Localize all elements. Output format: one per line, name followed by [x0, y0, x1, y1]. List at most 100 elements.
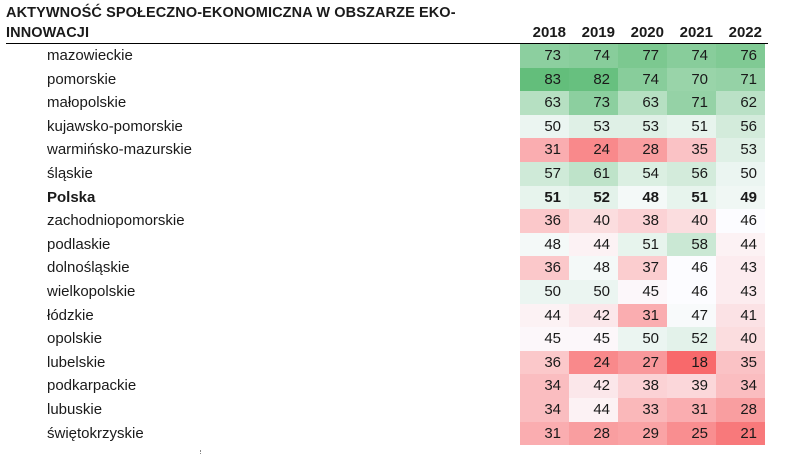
heatmap-cell: 58	[667, 232, 716, 257]
heatmap-cell: 49	[716, 185, 765, 210]
table-row: zachodniopomorskie 36 40 38 40 46	[0, 209, 788, 233]
heatmap-cell: 51	[667, 185, 716, 210]
heatmap-cell: 43	[716, 256, 765, 280]
row-label: łódzkie	[47, 306, 94, 324]
heatmap-cell: 43	[716, 280, 765, 304]
heatmap-cell: 47	[667, 303, 716, 328]
heatmap-cell: 40	[569, 209, 618, 233]
heatmap-cell: 40	[716, 327, 765, 351]
heatmap-cell: 31	[667, 398, 716, 422]
heatmap-cell: 41	[716, 303, 765, 328]
row-label: opolskie	[47, 330, 103, 348]
table-title-line-1: AKTYWNOŚĆ SPOŁECZNO-EKONOMICZNA W OBSZAR…	[6, 5, 456, 21]
heatmap-cell: 77	[618, 44, 667, 68]
row-label: kujawsko-pomorskie	[47, 117, 183, 135]
table-title: AKTYWNOŚĆ SPOŁECZNO-EKONOMICZNA W OBSZAR…	[6, 3, 506, 43]
heatmap-cell: 57	[520, 162, 569, 186]
table-row: lubuskie 34 44 33 31 28	[0, 398, 788, 422]
row-label: wielkopolskie	[47, 283, 136, 300]
heatmap-cell: 46	[667, 280, 716, 304]
heatmap-cell: 56	[716, 114, 765, 139]
row-label: podkarpackie	[47, 377, 137, 395]
heatmap-cell: 31	[520, 421, 569, 446]
table-row: podkarpackie 34 42 38 39 34	[0, 374, 788, 398]
heatmap-cell: 31	[618, 303, 667, 328]
table-row: opolskie 45 45 50 52 40	[0, 327, 788, 351]
heatmap-cell: 46	[667, 256, 716, 280]
heatmap-cell: 48	[569, 256, 618, 280]
row-label: lubelskie	[47, 353, 106, 371]
table-row: świętokrzyskie 31 28 29 25 21	[0, 421, 788, 446]
heatmap-cell: 50	[618, 327, 667, 351]
heatmap-cell: 27	[618, 350, 667, 375]
heatmap-cell: 71	[667, 91, 716, 115]
heatmap-cell: 74	[667, 44, 716, 68]
heatmap-cell: 53	[716, 138, 765, 162]
heatmap-cell: 45	[520, 327, 569, 351]
row-label: pomorskie	[47, 70, 117, 88]
heatmap-cell: 82	[569, 67, 618, 92]
heatmap-cell: 48	[618, 185, 667, 210]
heatmap-cell: 36	[520, 350, 569, 375]
heatmap-cell: 38	[618, 209, 667, 233]
table-row: podlaskie 48 44 51 58 44	[0, 232, 788, 257]
heatmap-cell: 74	[569, 44, 618, 68]
row-label: śląskie	[47, 165, 93, 182]
heatmap-cell: 18	[667, 350, 716, 375]
heatmap-cell: 76	[716, 44, 765, 68]
heatmap-cell: 70	[667, 67, 716, 92]
heatmap-cell: 45	[569, 327, 618, 351]
decorative-tick	[200, 450, 206, 454]
heatmap-cell: 24	[569, 350, 618, 375]
heatmap-cell: 50	[520, 114, 569, 139]
heatmap-cell: 28	[618, 138, 667, 162]
heatmap-cell: 21	[716, 421, 765, 446]
heatmap-cell: 74	[618, 67, 667, 92]
table-row: małopolskie 63 73 63 71 62	[0, 91, 788, 115]
heatmap-cell: 44	[569, 398, 618, 422]
heatmap-cell: 35	[716, 350, 765, 375]
heatmap-cell: 28	[716, 398, 765, 422]
table-row: lubelskie 36 24 27 18 35	[0, 350, 788, 375]
heatmap-cell: 63	[520, 91, 569, 115]
heatmap-cell: 50	[716, 162, 765, 186]
heatmap-cell: 45	[618, 280, 667, 304]
heatmap-cell: 52	[667, 327, 716, 351]
column-header-2021: 2021	[679, 24, 713, 41]
column-header-2018: 2018	[532, 24, 566, 41]
heatmap-cell: 34	[716, 374, 765, 398]
table-row: mazowieckie 73 74 77 74 76	[0, 44, 788, 68]
heatmap-cell: 63	[618, 91, 667, 115]
heatmap-cell: 39	[667, 374, 716, 398]
heatmap-cell: 71	[716, 67, 765, 92]
heatmap-cell: 44	[569, 232, 618, 257]
column-header-2020: 2020	[630, 24, 664, 41]
heatmap-cell: 51	[667, 114, 716, 139]
heatmap-cell: 62	[716, 91, 765, 115]
heatmap-cell: 36	[520, 256, 569, 280]
heatmap-cell: 50	[520, 280, 569, 304]
heatmap-cell: 44	[520, 303, 569, 328]
heatmap-cell: 53	[618, 114, 667, 139]
heatmap-cell: 48	[520, 232, 569, 257]
table-row: śląskie 57 61 54 56 50	[0, 162, 788, 186]
table-row: Polska 51 52 48 51 49	[0, 185, 788, 210]
header-divider	[6, 43, 768, 44]
heatmap-cell: 31	[520, 138, 569, 162]
heatmap-cell: 25	[667, 421, 716, 446]
heatmap-cell: 38	[618, 374, 667, 398]
heatmap-cell: 61	[569, 162, 618, 186]
heatmap-cell: 73	[569, 91, 618, 115]
row-label: lubuskie	[47, 401, 103, 418]
row-label: mazowieckie	[47, 47, 133, 64]
heatmap-cell: 37	[618, 256, 667, 280]
heatmap-cell: 34	[520, 374, 569, 398]
heatmap-cell: 24	[569, 138, 618, 162]
heatmap-cell: 73	[520, 44, 569, 68]
row-label: zachodniopomorskie	[47, 212, 185, 230]
table-row: dolnośląskie 36 48 37 46 43	[0, 256, 788, 280]
heatmap-cell: 28	[569, 421, 618, 446]
heatmap-cell: 53	[569, 114, 618, 139]
table-row: kujawsko-pomorskie 50 53 53 51 56	[0, 114, 788, 139]
table-row: pomorskie 83 82 74 70 71	[0, 67, 788, 92]
